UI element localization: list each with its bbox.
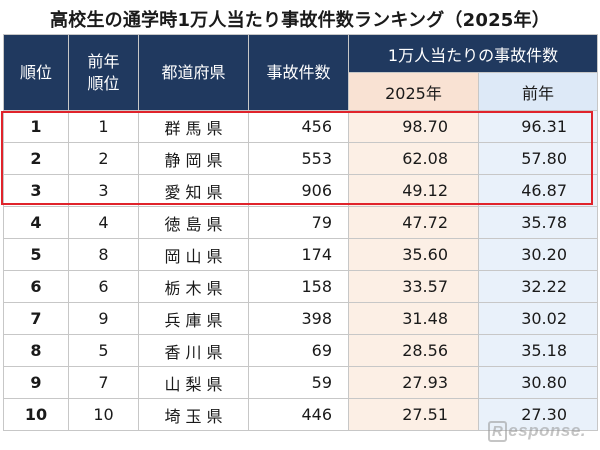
cell-rate-prev: 30.02	[478, 302, 598, 335]
cell-prefecture: 愛知県	[138, 174, 249, 207]
header-prefecture: 都道府県	[138, 34, 249, 111]
cell-rate-2025: 28.56	[348, 334, 479, 367]
cell-rate-2025: 31.48	[348, 302, 479, 335]
cell-prev-rank: 5	[68, 334, 139, 367]
cell-rate-2025: 27.51	[348, 398, 479, 431]
cell-prefecture: 香川県	[138, 334, 249, 367]
cell-prev-rank: 3	[68, 174, 139, 207]
cell-rate-2025: 98.70	[348, 110, 479, 143]
cell-rank: 9	[3, 366, 69, 399]
cell-rate-prev: 35.18	[478, 334, 598, 367]
cell-rank: 10	[3, 398, 69, 431]
cell-accidents: 456	[248, 110, 349, 143]
header-prev-rank-line1: 前年	[87, 51, 120, 71]
cell-accidents: 158	[248, 270, 349, 303]
cell-accidents: 398	[248, 302, 349, 335]
header-accidents: 事故件数	[248, 34, 349, 111]
cell-rank: 3	[3, 174, 69, 207]
cell-rate-2025: 27.93	[348, 366, 479, 399]
watermark-text: esponse.	[508, 421, 586, 440]
cell-prefecture: 静岡県	[138, 142, 249, 175]
cell-rank: 7	[3, 302, 69, 335]
cell-prefecture: 山梨県	[138, 366, 249, 399]
cell-rank: 6	[3, 270, 69, 303]
table-row: 6 6 栃木県 158 33.57 32.22	[3, 270, 598, 303]
cell-rate-prev: 35.78	[478, 206, 598, 239]
table-row: 5 8 岡山県 174 35.60 30.20	[3, 238, 598, 271]
response-logo-icon: R	[487, 421, 508, 442]
table-row: 4 4 徳島県 79 47.72 35.78	[3, 206, 598, 239]
cell-accidents: 79	[248, 206, 349, 239]
cell-prefecture: 徳島県	[138, 206, 249, 239]
cell-prev-rank: 8	[68, 238, 139, 271]
cell-accidents: 69	[248, 334, 349, 367]
header-prev-rank-line2: 順位	[87, 73, 120, 93]
header-year-2025: 2025年	[348, 72, 479, 111]
header-prev-year: 前年	[478, 72, 598, 111]
cell-accidents: 906	[248, 174, 349, 207]
cell-prefecture: 兵庫県	[138, 302, 249, 335]
page-title: 高校生の通学時1万人当たり事故件数ランキング（2025年）	[50, 10, 550, 31]
cell-accidents: 59	[248, 366, 349, 399]
cell-rate-prev: 30.80	[478, 366, 598, 399]
cell-accidents: 553	[248, 142, 349, 175]
cell-rank: 5	[3, 238, 69, 271]
cell-prev-rank: 4	[68, 206, 139, 239]
cell-accidents: 174	[248, 238, 349, 271]
table-row: 1 1 群馬県 456 98.70 96.31	[3, 110, 598, 143]
table-row: 2 2 静岡県 553 62.08 57.80	[3, 142, 598, 175]
cell-rate-prev: 30.20	[478, 238, 598, 271]
table-row: 8 5 香川県 69 28.56 35.18	[3, 334, 598, 367]
header-prev-rank: 前年 順位	[68, 34, 139, 111]
cell-rate-prev: 46.87	[478, 174, 598, 207]
cell-rank: 1	[3, 110, 69, 143]
cell-rate-prev: 27.30	[478, 398, 598, 431]
cell-prev-rank: 7	[68, 366, 139, 399]
cell-rate-2025: 47.72	[348, 206, 479, 239]
table-row: 9 7 山梨県 59 27.93 30.80	[3, 366, 598, 399]
cell-rate-prev: 96.31	[478, 110, 598, 143]
cell-prev-rank: 2	[68, 142, 139, 175]
cell-accidents: 446	[248, 398, 349, 431]
cell-rate-prev: 57.80	[478, 142, 598, 175]
cell-prev-rank: 9	[68, 302, 139, 335]
cell-prev-rank: 1	[68, 110, 139, 143]
cell-rank: 4	[3, 206, 69, 239]
cell-prefecture: 栃木県	[138, 270, 249, 303]
table-row: 3 3 愛知県 906 49.12 46.87	[3, 174, 598, 207]
cell-rank: 2	[3, 142, 69, 175]
cell-prefecture: 群馬県	[138, 110, 249, 143]
table-row: 7 9 兵庫県 398 31.48 30.02	[3, 302, 598, 335]
cell-prefecture: 埼玉県	[138, 398, 249, 431]
table-row: 10 10 埼玉県 446 27.51 27.30	[3, 398, 598, 431]
cell-rate-prev: 32.22	[478, 270, 598, 303]
table-body: 1 1 群馬県 456 98.70 96.31 2 2 静岡県 553 62.08 57.80 3 3 愛知…	[3, 110, 598, 431]
ranking-table: 順位 前年 順位 都道府県 事故件数 1万人当たりの事故件数 2025年 前年 …	[3, 34, 598, 431]
cell-prev-rank: 10	[68, 398, 139, 431]
cell-rank: 8	[3, 334, 69, 367]
header-per10k-group: 1万人当たりの事故件数	[348, 34, 598, 73]
cell-prefecture: 岡山県	[138, 238, 249, 271]
cell-rate-2025: 33.57	[348, 270, 479, 303]
cell-prev-rank: 6	[68, 270, 139, 303]
cell-rate-2025: 62.08	[348, 142, 479, 175]
cell-rate-2025: 35.60	[348, 238, 479, 271]
cell-rate-2025: 49.12	[348, 174, 479, 207]
header-rank: 順位	[3, 34, 69, 111]
